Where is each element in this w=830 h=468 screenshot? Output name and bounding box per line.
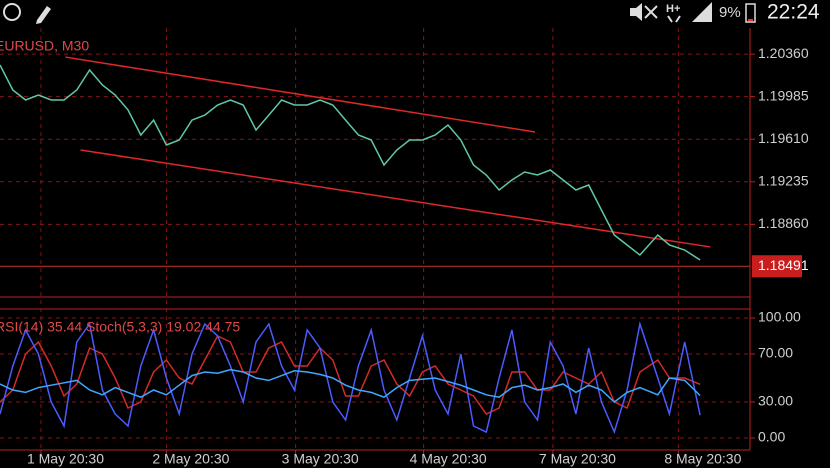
current-price-box [752,255,802,278]
y-tick-label: 100.00 [758,309,801,325]
x-tick-label: 4 May 20:30 [410,451,487,467]
y-tick-label: 1.19985 [758,87,809,103]
y-tick-label: 70.00 [758,345,793,361]
y-tick-label: 30.00 [758,393,793,409]
chart-title: RSI(14) 35.44 Stoch(5,3,3) 19.02 44.75 [0,319,240,335]
y-tick-label: 1.18860 [758,215,809,231]
chart-title: EURUSD, M30 [0,38,89,54]
y-tick-label: 1.20360 [758,45,809,61]
x-tick-label: 7 May 20:30 [539,451,616,467]
status-bar: H+ 9% 22:24 [3,1,820,24]
y-tick-label: 0.00 [758,429,785,445]
edit-icon [36,6,51,24]
clock: 22:24 [767,1,820,24]
series-line [0,64,701,261]
series-line [0,321,701,435]
battery-level: 9% [719,4,741,21]
sync-icon [3,3,21,21]
x-tick-label: 3 May 20:30 [282,451,359,467]
x-tick-label: 2 May 20:30 [152,451,229,467]
mute-cross [644,5,658,19]
network-type: H+ [666,3,680,15]
y-tick-label: 1.19610 [758,130,809,146]
battery-fill [748,19,753,21]
data-arrows [667,15,681,23]
series-line [0,368,701,403]
battery-icon [745,3,756,23]
y-tick-label: 1.19235 [758,172,809,188]
trendline [65,56,536,133]
signal-icon [692,2,712,22]
trendline [80,149,711,248]
series-line [0,335,701,415]
current-price-label: 1.18491 [758,257,809,273]
mute-icon [630,3,642,21]
x-tick-label: 1 May 20:30 [27,451,104,467]
x-tick-label: 8 May 20:30 [664,451,741,467]
